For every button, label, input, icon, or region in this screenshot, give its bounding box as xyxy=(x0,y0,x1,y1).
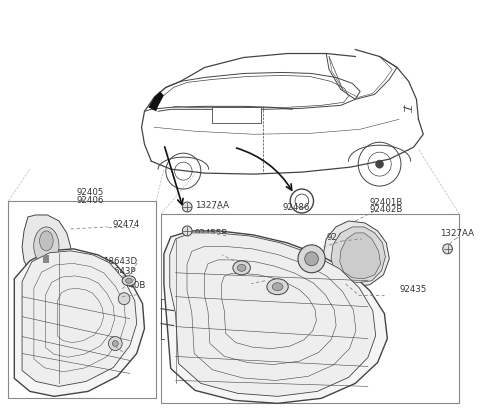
Polygon shape xyxy=(22,251,137,387)
Text: 92401B: 92401B xyxy=(370,197,403,206)
Circle shape xyxy=(112,341,118,347)
Text: elio: elio xyxy=(231,114,242,119)
Circle shape xyxy=(108,337,122,351)
Circle shape xyxy=(182,226,192,236)
Ellipse shape xyxy=(272,283,283,291)
Text: 92470C: 92470C xyxy=(326,233,360,242)
Text: 92406: 92406 xyxy=(76,195,104,204)
Polygon shape xyxy=(164,231,387,404)
Ellipse shape xyxy=(122,276,136,286)
Circle shape xyxy=(118,293,130,305)
Text: 92474: 92474 xyxy=(112,220,140,229)
Ellipse shape xyxy=(34,228,59,265)
Text: 92435: 92435 xyxy=(399,285,426,294)
Text: 18644E: 18644E xyxy=(204,275,238,284)
Circle shape xyxy=(376,161,384,169)
Ellipse shape xyxy=(233,261,251,275)
Text: 1327AA: 1327AA xyxy=(195,200,229,209)
Polygon shape xyxy=(22,216,71,279)
Text: 18644F: 18644F xyxy=(204,248,237,257)
Polygon shape xyxy=(170,233,376,396)
Polygon shape xyxy=(340,233,381,279)
Text: 18643D: 18643D xyxy=(71,349,105,358)
Text: 18643P: 18643P xyxy=(103,267,135,275)
Polygon shape xyxy=(323,221,389,287)
Polygon shape xyxy=(148,92,164,112)
FancyBboxPatch shape xyxy=(161,214,459,404)
Ellipse shape xyxy=(267,279,288,295)
Circle shape xyxy=(305,252,318,266)
Text: 18643D: 18643D xyxy=(103,257,137,266)
FancyBboxPatch shape xyxy=(213,108,261,124)
Ellipse shape xyxy=(126,279,132,284)
Circle shape xyxy=(182,202,192,212)
Circle shape xyxy=(443,244,453,254)
Text: 1327AA: 1327AA xyxy=(440,229,474,238)
Text: 92405: 92405 xyxy=(76,187,104,196)
Ellipse shape xyxy=(237,265,246,272)
Polygon shape xyxy=(331,228,385,283)
Polygon shape xyxy=(43,255,49,263)
Text: 92455B: 92455B xyxy=(195,229,228,238)
Text: 92486: 92486 xyxy=(282,203,310,212)
Polygon shape xyxy=(14,249,144,396)
Ellipse shape xyxy=(39,231,53,251)
FancyBboxPatch shape xyxy=(9,202,156,399)
Text: 92440B: 92440B xyxy=(112,280,146,290)
Circle shape xyxy=(298,245,325,273)
Text: 92402B: 92402B xyxy=(370,205,403,214)
